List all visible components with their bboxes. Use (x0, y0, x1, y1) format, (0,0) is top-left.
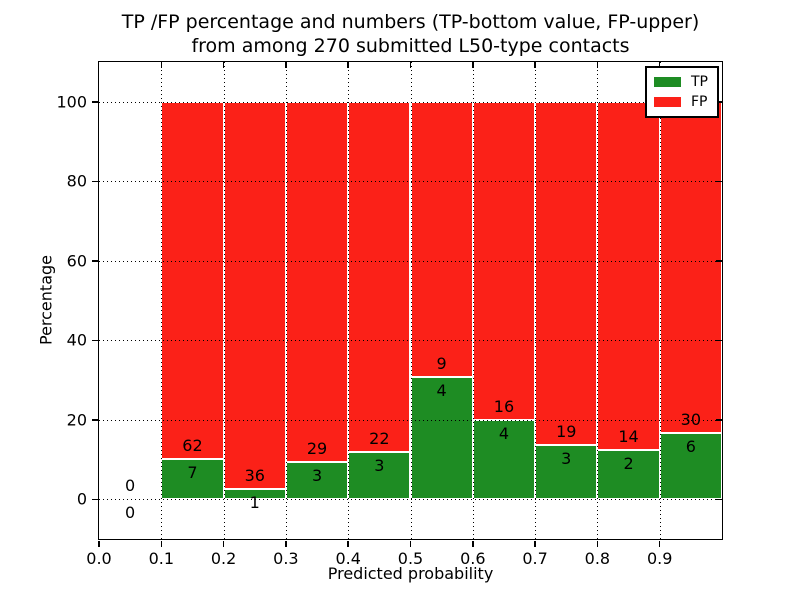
bar-count-label-fp: 14 (618, 426, 639, 446)
bar-fp-segment (223, 101, 286, 489)
gridline-vertical (535, 62, 537, 539)
bar-count-label-fp: 22 (369, 428, 390, 448)
y-axis-label: Percentage (36, 254, 56, 346)
y-tick-mark (91, 101, 98, 103)
bar-count-label-tp: 3 (561, 449, 572, 469)
bar-count-label-tp: 3 (374, 455, 385, 475)
x-tick-label: 0.1 (148, 549, 175, 568)
gridline-vertical (597, 62, 599, 539)
y-tick-mark (91, 419, 98, 421)
bar-count-label-tp: 6 (685, 436, 696, 456)
gridline-vertical (659, 62, 661, 539)
gridline-vertical (472, 62, 474, 539)
legend: TP FP (645, 66, 719, 118)
y-tick-label: 100 (56, 92, 87, 112)
x-axis-label: Predicted probability (327, 564, 494, 583)
gridline-vertical (285, 62, 287, 539)
gridline-vertical (223, 62, 225, 539)
y-tick-mark-right (716, 339, 722, 341)
x-tick-mark-top (472, 62, 474, 68)
y-tick-mark (91, 180, 98, 182)
legend-label: FP (691, 94, 708, 110)
x-tick-mark (409, 540, 412, 547)
x-tick-mark (285, 540, 287, 547)
x-tick-mark (534, 540, 536, 547)
bar-fp-segment (348, 101, 411, 452)
bar-count-label-tp: 0 (125, 503, 136, 523)
x-tick-mark-top (658, 62, 661, 68)
y-tick-mark (91, 498, 98, 500)
bar-count-label-tp: 3 (311, 465, 323, 485)
gridline-vertical (410, 62, 412, 539)
bar-fp-segment (597, 101, 660, 450)
x-tick-label: 0.9 (646, 549, 673, 568)
tp-legend-swatch (654, 77, 681, 87)
gridline-vertical (348, 62, 350, 539)
y-tick-mark-right (716, 180, 722, 182)
bar-fp-segment (410, 101, 473, 377)
bar-tp-segment (597, 449, 660, 500)
bar-count-label-tp: 4 (436, 380, 447, 400)
bar-fp-segment (285, 101, 349, 462)
y-tick-label: 80 (66, 171, 87, 191)
x-tick-mark-top (596, 62, 599, 68)
x-tick-mark-top (347, 62, 349, 68)
y-tick-mark-right (716, 260, 722, 262)
x-tick-mark (222, 540, 225, 547)
bar-count-label-fp: 29 (306, 438, 328, 458)
bar-count-label-tp: 4 (498, 423, 510, 443)
bar-count-label-tp: 2 (623, 453, 634, 473)
x-tick-mark (658, 540, 661, 547)
x-tick-mark-top (534, 62, 536, 68)
x-tick-label: 0.5 (397, 549, 424, 568)
y-tick-mark (91, 339, 98, 341)
bar-count-label-fp: 30 (680, 409, 702, 429)
y-tick-mark-right (716, 498, 722, 500)
bar-count-label-fp: 36 (244, 465, 265, 485)
bar-fp-segment (659, 101, 722, 433)
x-tick-mark (98, 540, 100, 547)
x-tick-label: 0.4 (335, 549, 361, 568)
bar-fp-segment (535, 101, 598, 446)
x-tick-mark-top (222, 62, 225, 68)
x-tick-label: 0.0 (86, 549, 112, 568)
y-tick-label: 40 (66, 330, 87, 350)
bar-tp-segment (285, 461, 349, 500)
x-tick-label: 0.6 (460, 549, 486, 568)
fp-legend-swatch (654, 97, 681, 107)
bar-count-label-fp: 9 (436, 353, 447, 373)
chart-title: TP /FP percentage and numbers (TP-bottom… (121, 11, 700, 57)
x-tick-label: 0.3 (273, 549, 299, 568)
y-tick-mark-right (716, 101, 722, 103)
y-tick-label: 60 (66, 251, 87, 271)
bar-count-label-tp: 1 (249, 492, 260, 512)
bar-tp-segment (348, 451, 411, 500)
x-tick-mark (596, 540, 599, 547)
x-tick-mark (347, 540, 349, 547)
x-tick-mark (160, 540, 163, 547)
legend-row: FP (654, 92, 708, 112)
y-tick-mark-right (716, 419, 722, 421)
x-tick-mark-top (160, 62, 163, 68)
x-tick-label: 0.8 (584, 549, 611, 568)
bar-count-label-fp: 0 (125, 476, 136, 496)
x-tick-mark (472, 540, 474, 547)
y-tick-mark (91, 260, 98, 262)
x-tick-mark-top (285, 62, 287, 68)
x-tick-mark-top (409, 62, 412, 68)
bar-fp-segment (161, 101, 224, 459)
bar-count-label-fp: 62 (182, 435, 203, 455)
y-tick-label: 0 (76, 489, 87, 509)
y-tick-label: 20 (66, 410, 87, 430)
bar-count-label-fp: 19 (556, 422, 577, 442)
gridline-vertical (161, 62, 163, 539)
legend-row: TP (654, 72, 708, 92)
x-tick-label: 0.7 (522, 549, 548, 568)
legend-label: TP (691, 74, 708, 90)
x-tick-label: 0.2 (210, 549, 237, 568)
bar-count-label-fp: 16 (493, 396, 515, 416)
bar-count-label-tp: 7 (187, 462, 198, 482)
